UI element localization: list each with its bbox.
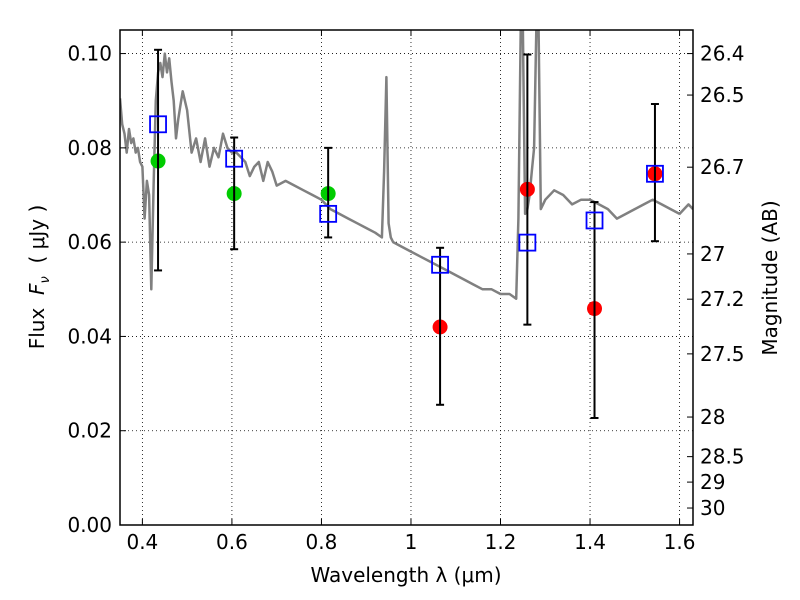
y-axis-label: Flux Fν ( μJy ) bbox=[25, 205, 53, 350]
y2-tick-label: 26.4 bbox=[700, 42, 745, 66]
x-axis-label: Wavelength λ (μm) bbox=[310, 563, 501, 587]
y-tick-label: 0.00 bbox=[67, 513, 112, 537]
model-photometry-square bbox=[585, 211, 604, 230]
plot-frame bbox=[119, 29, 694, 526]
y2-tick-label: 27 bbox=[700, 242, 725, 266]
grid-lines bbox=[120, 30, 693, 526]
x-tick-label: 1.4 bbox=[574, 530, 606, 554]
y2-tick-label: 26.7 bbox=[700, 155, 745, 179]
y2-tick-label: 29 bbox=[700, 470, 725, 494]
x-tick-label: 0.4 bbox=[126, 530, 158, 554]
model-photometry-square bbox=[431, 255, 449, 274]
plot-series bbox=[120, 30, 693, 419]
x-tick-label: 0.6 bbox=[216, 530, 248, 554]
y-tick-label: 0.04 bbox=[67, 324, 112, 348]
x-tick-label: 1 bbox=[405, 530, 418, 554]
y2-tick-label: 28 bbox=[700, 405, 725, 429]
axis-ticks: 0.4 0.6 0.8 1 1.2 1.4 1.6 0.00 0.02 0.04 0.06 0.08 0… bbox=[67, 30, 745, 554]
y2-tick-label: 27.2 bbox=[700, 287, 745, 311]
y-tick-label: 0.02 bbox=[67, 419, 112, 443]
model-photometry-square bbox=[319, 204, 338, 223]
y-tick-label: 0.10 bbox=[67, 42, 112, 66]
y2-tick-label: 27.5 bbox=[700, 342, 745, 366]
y2-tick-label: 26.5 bbox=[700, 83, 745, 107]
model-spectrum-line bbox=[120, 30, 693, 300]
model-photometry-square bbox=[225, 149, 244, 168]
x-tick-label: 1.6 bbox=[664, 530, 696, 554]
y-tick-label: 0.08 bbox=[67, 136, 112, 160]
model-photometry-square bbox=[149, 115, 167, 134]
model-photometry-square bbox=[646, 164, 664, 183]
y2-tick-label: 30 bbox=[700, 496, 725, 520]
y2-axis-label: Magnitude (AB) bbox=[758, 200, 782, 355]
x-tick-label: 1.2 bbox=[485, 530, 517, 554]
y2-tick-label: 28.5 bbox=[700, 445, 745, 469]
y-tick-label: 0.06 bbox=[67, 230, 112, 254]
model-photometry-square bbox=[518, 233, 537, 252]
x-tick-label: 0.8 bbox=[306, 530, 338, 554]
